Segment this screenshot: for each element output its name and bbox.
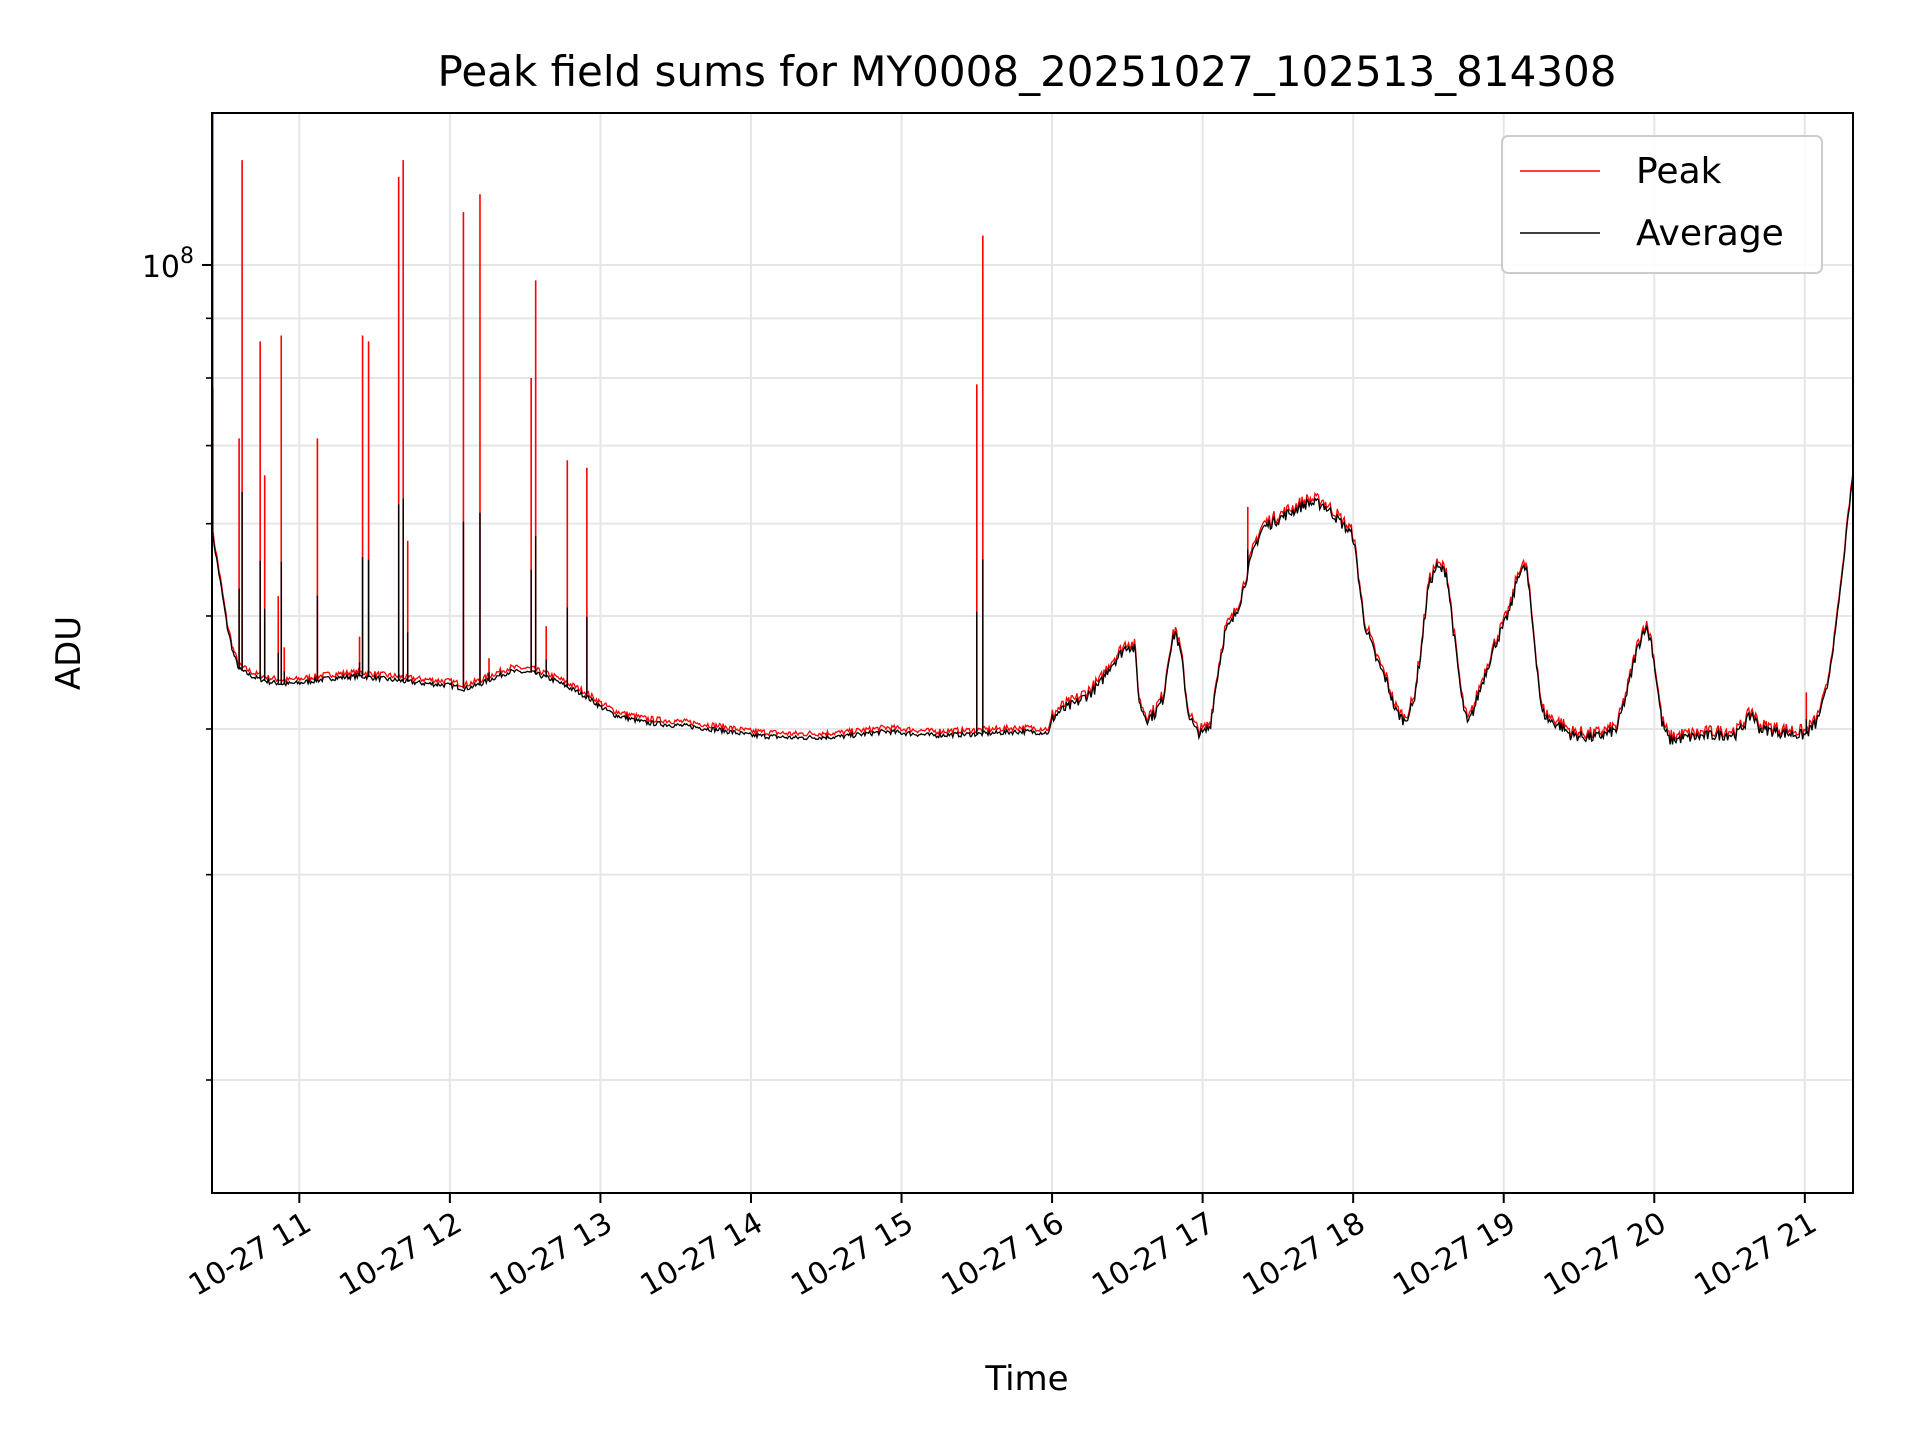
y-axis-label: ADU: [49, 616, 89, 690]
x-axis-label: Time: [984, 1359, 1068, 1399]
y-axis-ticks: 108: [142, 244, 212, 1081]
legend-average-label: Average: [1636, 213, 1784, 254]
average-line: [212, 475, 1853, 745]
legend: Peak Average: [1501, 135, 1823, 274]
chart-title: Peak field sums for MY0008_20251027_1025…: [437, 47, 1616, 96]
peak-line: [212, 471, 1853, 742]
y-tick-label: 108: [142, 244, 194, 285]
average-series: [212, 388, 1853, 745]
y-tick-label-base: 10: [142, 250, 180, 285]
plot-frame: [211, 112, 1854, 1194]
y-tick-label-exponent: 8: [180, 244, 194, 269]
legend-peak-label: Peak: [1636, 151, 1722, 192]
